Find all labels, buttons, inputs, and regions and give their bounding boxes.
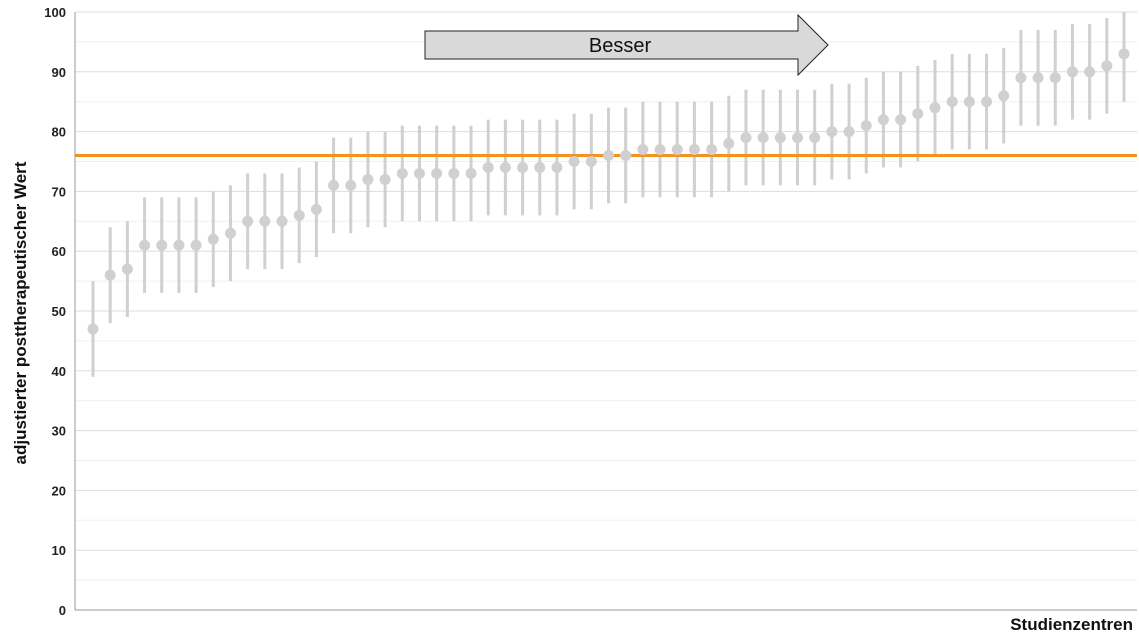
- data-point: [981, 96, 993, 108]
- data-point: [190, 239, 202, 251]
- data-point: [603, 150, 614, 162]
- data-point: [1032, 72, 1044, 84]
- y-tick-label: 80: [52, 125, 66, 140]
- data-point: [104, 269, 116, 281]
- y-axis-title: adjustierter posttherapeutischer Wert: [11, 161, 30, 464]
- data-point: [173, 239, 185, 251]
- y-tick-label: 30: [52, 424, 66, 439]
- x-axis-title: Studienzentren: [1010, 615, 1133, 634]
- data-point: [568, 156, 580, 167]
- data-point: [448, 167, 460, 179]
- data-point: [585, 156, 597, 167]
- y-tick-label: 10: [52, 543, 66, 558]
- data-point: [413, 167, 425, 179]
- data-point: [517, 161, 529, 173]
- better-arrow: Besser: [424, 13, 829, 77]
- data-point: [723, 138, 735, 150]
- data-point: [328, 179, 340, 191]
- data-point: [637, 144, 649, 156]
- data-point: [757, 132, 769, 144]
- data-point: [139, 239, 151, 251]
- data-point: [362, 173, 374, 185]
- y-tick-label: 70: [52, 184, 66, 199]
- data-point: [310, 203, 322, 215]
- data-point: [1066, 66, 1078, 78]
- data-points: [87, 48, 1130, 335]
- data-point: [963, 96, 975, 108]
- data-point: [654, 144, 666, 156]
- data-point: [860, 120, 872, 132]
- data-point: [207, 233, 219, 245]
- data-point: [396, 167, 408, 179]
- data-point: [1084, 66, 1096, 78]
- data-point: [534, 161, 546, 173]
- data-point: [276, 215, 288, 227]
- data-point: [156, 239, 168, 251]
- data-point: [620, 150, 632, 162]
- data-point: [465, 167, 477, 179]
- gridlines: [75, 11, 1137, 611]
- error-bars: [91, 12, 1126, 377]
- data-point: [482, 161, 494, 173]
- better-arrow-label: Besser: [589, 35, 652, 57]
- data-point: [809, 132, 821, 144]
- data-point: [1101, 60, 1113, 72]
- data-point: [774, 132, 786, 144]
- y-tick-label: 50: [52, 304, 66, 319]
- data-point: [242, 215, 254, 227]
- data-point: [259, 215, 271, 227]
- data-point: [877, 114, 889, 126]
- data-point: [87, 323, 99, 335]
- data-point: [499, 161, 511, 173]
- data-point: [792, 132, 804, 144]
- better-arrow-shape: [424, 13, 829, 77]
- data-point: [895, 114, 907, 126]
- data-point: [1049, 72, 1061, 84]
- y-tick-label: 90: [52, 65, 66, 80]
- data-point: [671, 144, 683, 156]
- data-point: [740, 132, 752, 144]
- data-point: [551, 161, 563, 173]
- data-point: [224, 227, 236, 239]
- data-point: [345, 179, 357, 191]
- data-point: [929, 102, 941, 114]
- data-point: [121, 263, 133, 275]
- data-point: [379, 173, 391, 185]
- data-point: [826, 126, 838, 138]
- data-point: [706, 144, 718, 156]
- data-point: [912, 108, 924, 120]
- y-tick-label: 0: [59, 603, 66, 618]
- y-tick-label: 100: [44, 5, 66, 20]
- y-tick-label: 40: [52, 364, 66, 379]
- data-point: [843, 126, 855, 138]
- data-point: [293, 209, 305, 221]
- data-point: [1118, 48, 1130, 60]
- data-point: [688, 144, 700, 156]
- y-tick-label: 60: [52, 244, 66, 259]
- data-point: [998, 90, 1010, 102]
- data-point: [946, 96, 958, 108]
- data-point: [1015, 72, 1027, 84]
- y-tick-label: 20: [52, 483, 66, 498]
- data-point: [431, 167, 443, 179]
- y-tick-labels: 0 10 20 30 40 50 60 70 80 90 100: [44, 5, 66, 618]
